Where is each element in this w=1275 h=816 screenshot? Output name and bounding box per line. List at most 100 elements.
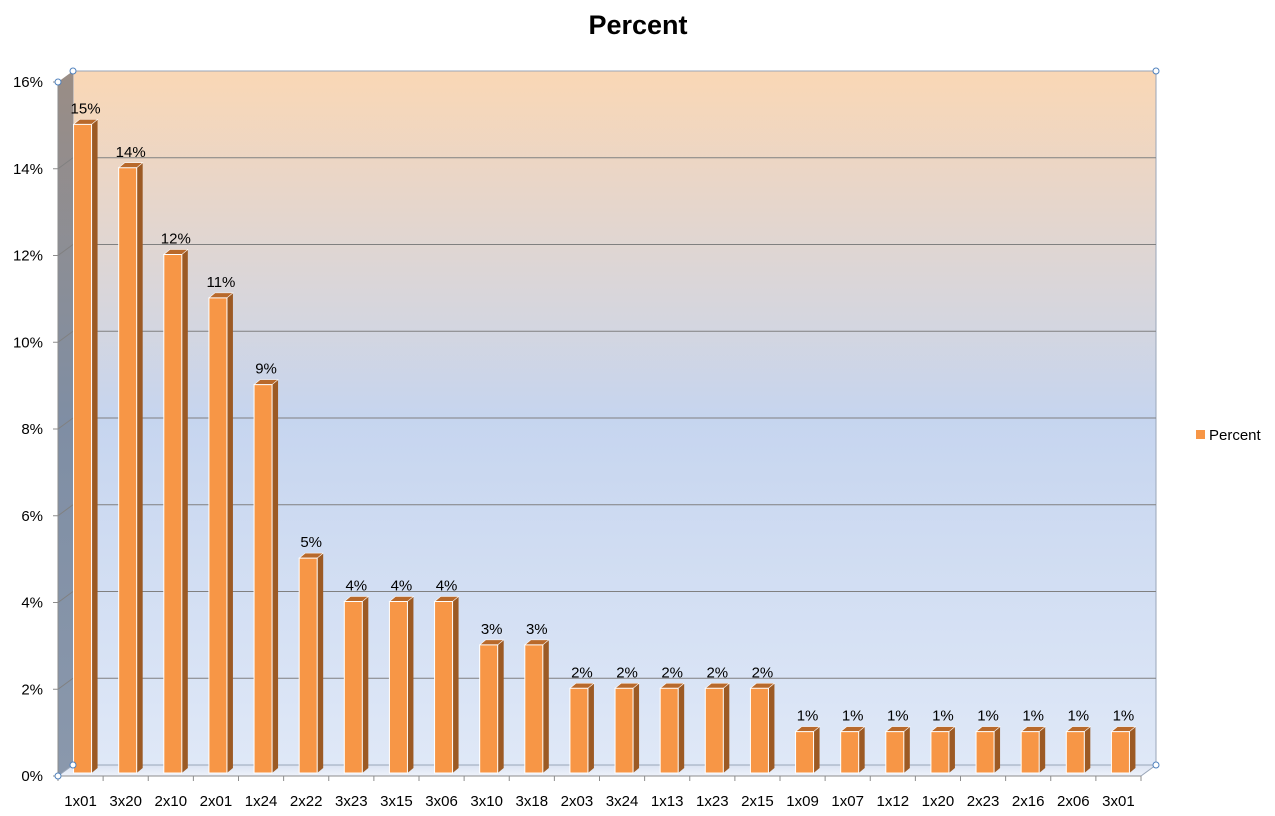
bar-side — [362, 596, 369, 773]
bar-side — [768, 683, 775, 773]
x-tick-label: 3x15 — [380, 793, 413, 810]
bar — [208, 292, 234, 774]
x-tick-label: 3x18 — [516, 793, 549, 810]
bar — [794, 726, 821, 774]
selection-handle — [69, 761, 77, 769]
bar-side — [1129, 726, 1136, 773]
data-label: 1% — [1022, 708, 1044, 725]
gridline-side — [57, 330, 74, 343]
bar — [1065, 726, 1092, 774]
bar — [388, 596, 415, 774]
bar-side — [407, 596, 414, 773]
bar — [930, 726, 956, 774]
bar-front — [1020, 731, 1040, 774]
bar — [884, 726, 911, 774]
bar-series — [72, 119, 1137, 774]
bar-front — [298, 557, 318, 774]
x-tick-label: 2x16 — [1012, 793, 1045, 810]
gridlines — [57, 157, 1156, 690]
bar-side — [587, 683, 594, 773]
bar-side — [948, 726, 955, 773]
data-label: 2% — [752, 664, 774, 681]
bar-side — [678, 683, 685, 773]
x-axis: 1x01 3x20 2x10 2x01 1x24 2x22 3x23 3x15 3x06 3x10… — [57, 775, 1142, 810]
x-tick-label: 2x22 — [290, 793, 323, 810]
bar — [569, 682, 595, 774]
data-label: 1% — [1113, 708, 1135, 725]
data-label: 2% — [661, 664, 683, 681]
data-label: 2% — [571, 664, 593, 681]
bar-front — [208, 297, 228, 774]
bar — [253, 379, 279, 774]
bar-front — [479, 644, 499, 774]
bar — [1020, 726, 1047, 774]
bar — [433, 596, 460, 774]
gridline-side — [57, 244, 74, 256]
bar-front — [524, 644, 544, 774]
data-label: 9% — [255, 361, 277, 378]
x-tick-label: 1x23 — [696, 793, 729, 810]
y-tick-label: 4% — [21, 595, 43, 612]
y-tick-label: 14% — [13, 161, 43, 178]
data-label: 14% — [116, 144, 146, 161]
data-label: 4% — [436, 578, 458, 595]
bar — [749, 682, 776, 774]
bar-front — [704, 687, 724, 774]
gridline-side — [57, 504, 74, 517]
bar-side — [1084, 726, 1091, 773]
y-tick-label: 2% — [21, 681, 43, 698]
bar-front — [569, 687, 589, 774]
y-tick-label: 8% — [21, 421, 43, 438]
plot-area: 0%2%4%6%8%10%12%14%16% 1x01 3x20 2x10 2x01 1… — [13, 67, 1160, 810]
data-label: 1% — [932, 708, 954, 725]
x-tick-label: 1x07 — [831, 793, 864, 810]
data-labels: 15% 14% 12% 11% 9% 5% 4% 4% 4% 3% 3% 2% 2% 2% 2% 2% 1% 1%… — [71, 100, 1135, 724]
x-tick-label: 1x20 — [922, 793, 955, 810]
bar — [478, 639, 505, 774]
selection-handle — [1152, 761, 1160, 769]
bar-side — [497, 639, 504, 773]
x-tick-label: 3x06 — [425, 793, 458, 810]
bar-front — [659, 687, 679, 774]
bar-front — [975, 731, 995, 774]
selection-handle — [54, 772, 62, 780]
bar-side — [633, 683, 640, 773]
bar-side — [181, 249, 188, 773]
bar-front — [343, 601, 363, 774]
x-tick-label: 3x20 — [109, 793, 142, 810]
bar — [659, 682, 686, 774]
x-tick-label: 3x24 — [606, 793, 639, 810]
legend: Percent — [1196, 427, 1262, 444]
data-label: 1% — [842, 708, 864, 725]
chart-title: Percent — [588, 10, 687, 40]
x-tick-label: 3x23 — [335, 793, 368, 810]
bar-front — [930, 731, 950, 774]
y-tick-label: 6% — [21, 508, 43, 525]
bar-side — [723, 683, 730, 773]
bar-side — [813, 726, 820, 773]
data-label: 4% — [391, 578, 413, 595]
x-tick-label: 1x13 — [651, 793, 684, 810]
bar-front — [795, 731, 815, 774]
bar-side — [272, 379, 279, 773]
data-label: 2% — [706, 664, 728, 681]
y-tick-label: 12% — [13, 248, 43, 265]
bar-front — [163, 254, 183, 774]
bar — [343, 596, 370, 774]
x-tick-label: 1x01 — [64, 793, 97, 810]
bar-side — [452, 596, 459, 773]
bar-front — [1110, 731, 1130, 774]
bar-side — [542, 639, 549, 773]
legend-swatch — [1196, 430, 1205, 439]
gridline-side — [57, 677, 74, 690]
bar-side — [226, 292, 233, 773]
gridline-side — [57, 591, 74, 603]
selection-handle — [1152, 67, 1160, 75]
y-tick-label: 10% — [13, 334, 43, 351]
bar-side — [136, 162, 143, 773]
bar-front — [1065, 731, 1085, 774]
data-label: 1% — [887, 708, 909, 725]
bar — [72, 119, 99, 774]
x-tick-label: 2x15 — [741, 793, 774, 810]
data-label: 12% — [161, 231, 191, 248]
